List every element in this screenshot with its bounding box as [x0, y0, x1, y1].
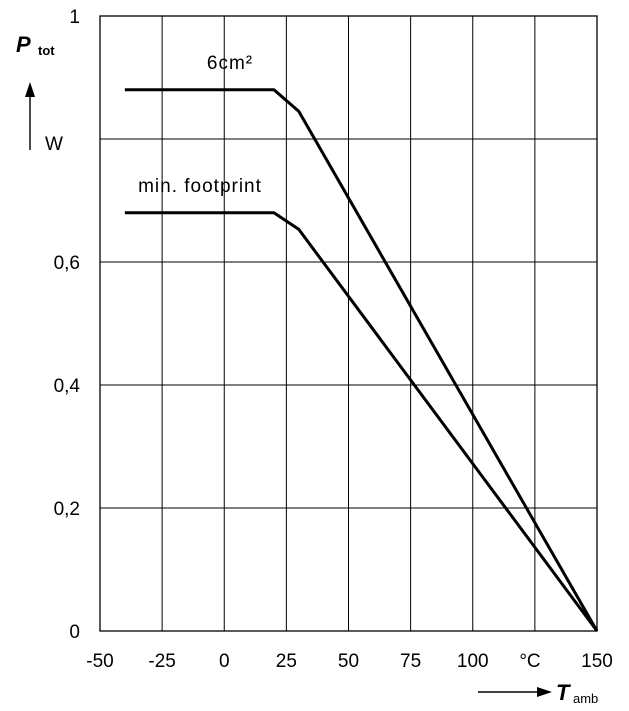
plot-frame — [99, 15, 598, 632]
x-tick-label: 75 — [400, 651, 421, 672]
x-axis-unit: °C — [519, 651, 540, 672]
tick-labels: -50 -25 0 25 50 75 100 150 0 0,2 0,4 0,6 1 — [54, 7, 613, 672]
y-tick-label: 0,6 — [54, 253, 80, 274]
x-axis-arrow-icon — [537, 687, 552, 697]
x-tick-label: 150 — [581, 651, 613, 672]
series-line-1 — [124, 211, 599, 632]
x-tick-label: 25 — [276, 651, 297, 672]
grid-lines — [99, 15, 598, 632]
y-tick-label: 0 — [69, 622, 80, 643]
x-tick-label: 50 — [338, 651, 359, 672]
y-tick-label: 0,4 — [54, 376, 81, 397]
x-tick-label: -25 — [148, 651, 175, 672]
y-tick-label: 1 — [69, 7, 80, 28]
y-axis-arrow-icon — [25, 82, 35, 97]
y-axis-symbol: P — [16, 32, 31, 57]
x-axis-symbol: T — [556, 680, 571, 705]
series-group — [124, 88, 599, 632]
y-axis-unit: W — [45, 134, 63, 155]
x-tick-label: 100 — [457, 651, 489, 672]
y-axis-title: P tot W — [16, 32, 63, 155]
series-label-6cm2: 6cm² — [207, 53, 253, 74]
x-tick-label: -50 — [86, 651, 113, 672]
series-label-min-footprint: min. footprint — [138, 176, 262, 197]
y-axis-subscript: tot — [38, 43, 55, 58]
x-axis-subscript: amb — [573, 691, 598, 706]
y-tick-label: 0,2 — [54, 499, 80, 520]
series-line-0 — [124, 88, 599, 632]
x-axis-title: °C T amb — [478, 651, 598, 706]
x-tick-label: 0 — [219, 651, 230, 672]
